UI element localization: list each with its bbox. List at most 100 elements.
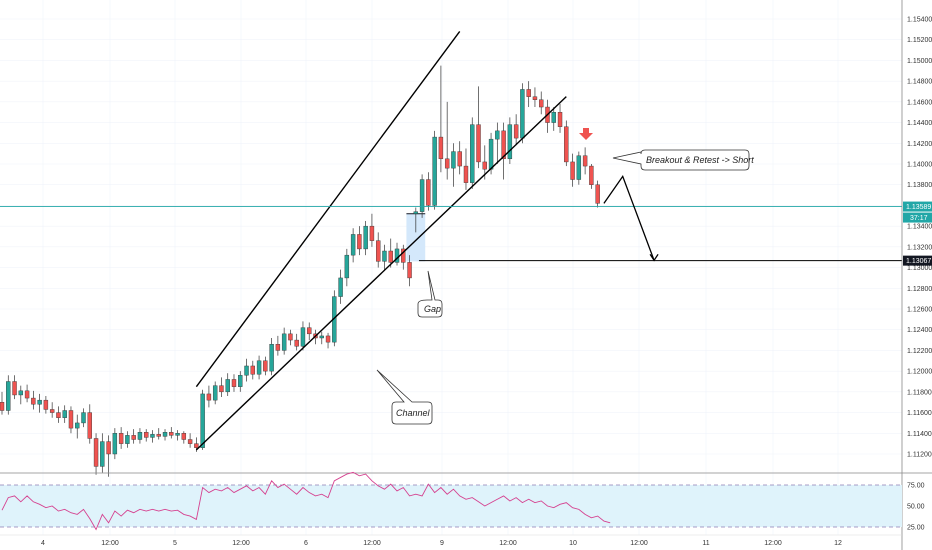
candle[interactable] [0, 391, 5, 415]
candle[interactable] [137, 428, 143, 444]
candle[interactable] [100, 433, 105, 473]
candle[interactable] [93, 433, 99, 475]
candle[interactable] [350, 228, 356, 263]
candle[interactable] [294, 333, 299, 351]
candle[interactable] [470, 117, 475, 189]
candle[interactable] [426, 172, 431, 211]
candle[interactable] [338, 269, 343, 304]
candle[interactable] [6, 375, 11, 415]
drawings[interactable] [0, 31, 902, 451]
candle[interactable] [382, 244, 387, 270]
candle[interactable] [49, 402, 55, 418]
candle[interactable] [476, 86, 481, 169]
candles[interactable] [0, 65, 600, 477]
candle[interactable] [444, 101, 450, 180]
channel-callout[interactable]: Channel [376, 369, 433, 425]
channel-line[interactable] [195, 96, 567, 451]
candle[interactable] [495, 122, 500, 164]
rsi-pane[interactable]: 75.00 50.00 25.00 [0, 471, 925, 532]
candle[interactable] [206, 385, 212, 408]
candle[interactable] [43, 396, 49, 414]
candle[interactable] [219, 377, 224, 398]
candle[interactable] [438, 65, 444, 173]
candle[interactable] [263, 356, 268, 376]
candle[interactable] [118, 427, 124, 449]
candle[interactable] [501, 122, 506, 180]
gap-callout[interactable]: Gap [417, 270, 443, 318]
candle[interactable] [570, 153, 575, 187]
candle[interactable] [401, 244, 406, 270]
candle[interactable] [451, 143, 456, 187]
candle[interactable] [369, 213, 375, 247]
candle[interactable] [169, 427, 174, 439]
candle[interactable] [432, 130, 437, 210]
projection-path[interactable] [603, 175, 655, 261]
candle[interactable] [419, 174, 425, 218]
candle[interactable] [307, 322, 312, 341]
candle[interactable] [532, 87, 538, 108]
candle[interactable] [551, 107, 556, 131]
candle[interactable] [87, 404, 92, 444]
candle[interactable] [150, 430, 155, 443]
candle[interactable] [539, 91, 544, 115]
candle[interactable] [31, 390, 36, 410]
candle[interactable] [413, 207, 419, 233]
candle[interactable] [56, 406, 61, 423]
candle[interactable] [81, 408, 86, 428]
candle[interactable] [231, 374, 237, 392]
candle[interactable] [112, 428, 118, 460]
candle[interactable] [275, 335, 281, 356]
candle[interactable] [144, 429, 149, 442]
candle[interactable] [75, 414, 80, 439]
candle[interactable] [357, 226, 362, 256]
candle[interactable] [520, 83, 525, 144]
candle[interactable] [250, 360, 256, 380]
candle[interactable] [244, 358, 249, 382]
channel-line[interactable] [195, 31, 461, 388]
candle[interactable] [325, 332, 331, 349]
candle[interactable] [256, 355, 262, 380]
candle[interactable] [181, 431, 187, 444]
candle[interactable] [564, 120, 569, 167]
time-axis[interactable]: 4 12:00 5 12:00 6 12:00 9 12:00 10 12:00 11 12:00 12 [41, 540, 842, 547]
candle[interactable] [125, 431, 130, 448]
candle[interactable] [212, 381, 218, 405]
candle[interactable] [269, 338, 274, 376]
candle[interactable] [576, 151, 582, 185]
candle[interactable] [281, 327, 287, 355]
candle[interactable] [288, 329, 293, 346]
candle[interactable] [156, 428, 161, 440]
candle[interactable] [62, 405, 67, 423]
candle[interactable] [557, 103, 563, 133]
candle[interactable] [526, 81, 531, 108]
candle[interactable] [300, 321, 306, 351]
candle[interactable] [457, 141, 462, 175]
candle[interactable] [162, 429, 168, 441]
breakout-callout[interactable]: Breakout & Retest -> Short [612, 149, 754, 171]
candle[interactable] [225, 373, 230, 396]
candle[interactable] [376, 232, 381, 268]
candle[interactable] [18, 385, 24, 405]
candle[interactable] [363, 220, 368, 256]
candle[interactable] [24, 384, 30, 403]
candle[interactable] [388, 238, 393, 268]
candle[interactable] [407, 255, 412, 287]
candle[interactable] [106, 435, 111, 477]
candle[interactable] [507, 117, 513, 164]
candle[interactable] [238, 371, 243, 392]
candle[interactable] [37, 393, 42, 413]
candle[interactable] [595, 180, 600, 208]
candle[interactable] [582, 147, 588, 175]
price-axis[interactable]: 1.15400 1.15200 1.15000 1.14800 1.14600 1.144… [907, 17, 932, 459]
candle[interactable] [131, 429, 136, 444]
candle[interactable] [175, 430, 180, 441]
candle[interactable] [12, 375, 17, 400]
candle[interactable] [463, 148, 469, 190]
candle[interactable] [513, 114, 519, 146]
candle[interactable] [589, 164, 594, 189]
candle[interactable] [68, 406, 74, 434]
candle[interactable] [319, 331, 324, 345]
candle[interactable] [187, 433, 193, 448]
candle[interactable] [344, 248, 350, 287]
